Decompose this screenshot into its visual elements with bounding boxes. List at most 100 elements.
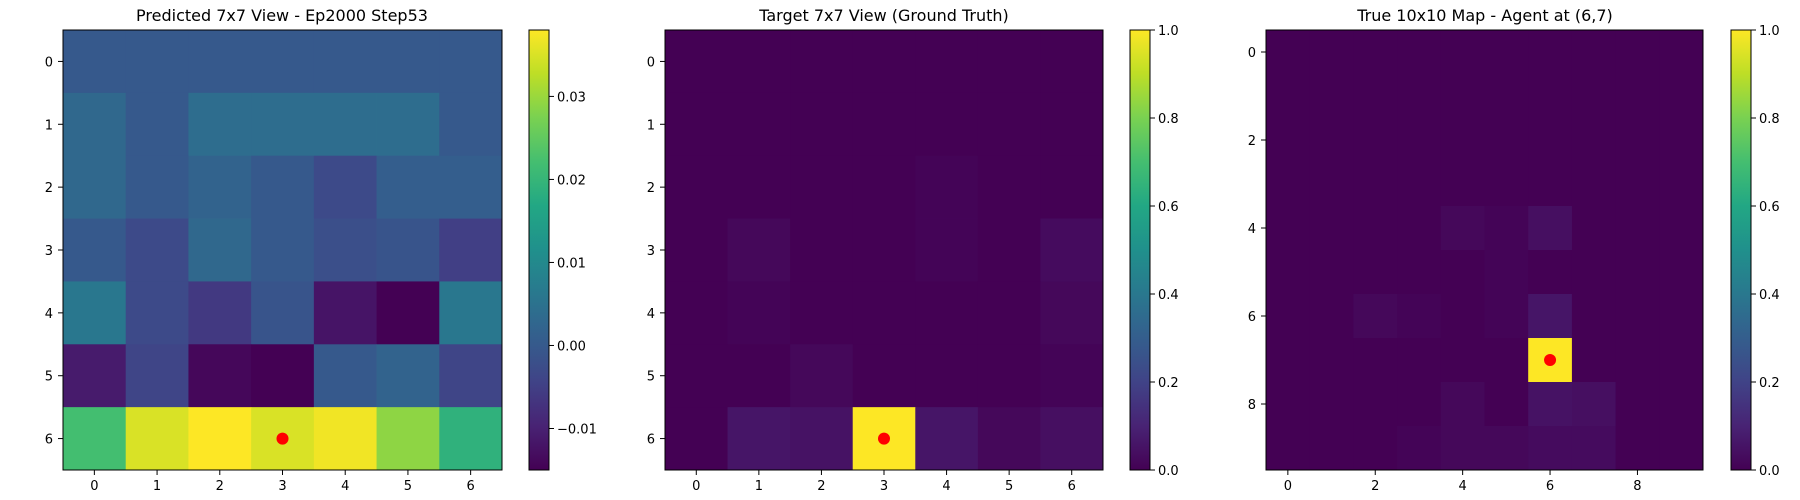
colorbar-tick-label: 0.6: [1759, 200, 1780, 215]
heatmap-cell: [915, 281, 979, 345]
heatmap-cell: [1309, 162, 1354, 207]
heatmap-cell: [1309, 118, 1354, 163]
heatmap-cell: [1659, 74, 1704, 119]
heatmap-cell: [1659, 338, 1704, 383]
heatmap-cell: [125, 92, 189, 157]
heatmap-cell: [63, 30, 127, 94]
heatmap-cell: [1571, 206, 1616, 251]
heatmap-cell: [790, 30, 854, 94]
y-tick-label: 2: [1248, 134, 1256, 149]
heatmap-cell: [1266, 30, 1311, 75]
colorbar: [1730, 29, 1752, 471]
heatmap-cell: [665, 281, 728, 345]
heatmap-cell: [188, 407, 252, 471]
heatmap-cell: [376, 407, 440, 471]
heatmap-cell: [1440, 30, 1485, 75]
heatmap-cell: [1615, 30, 1660, 75]
heatmap-cell: [1397, 294, 1442, 339]
x-tick-label: 3: [880, 479, 888, 494]
heatmap-cell: [665, 92, 728, 157]
y-tick-label: 5: [45, 370, 53, 385]
heatmap-cell: [376, 30, 440, 94]
heatmap-cell: [1440, 206, 1485, 251]
y-tick-label: 4: [647, 307, 655, 322]
heatmap-cells: [665, 30, 1104, 471]
heatmap-cell: [790, 344, 854, 408]
y-tick-label: 1: [647, 118, 655, 133]
heatmap-cell: [376, 344, 440, 408]
y-tick-label: 4: [45, 307, 53, 322]
chart-title: Predicted 7x7 View - Ep2000 Step53: [136, 6, 428, 25]
heatmap-cell: [1659, 250, 1704, 295]
heatmap-cell: [1266, 250, 1311, 295]
colorbar: [1129, 29, 1151, 471]
agent-marker: [878, 432, 890, 445]
heatmap-cell: [1440, 426, 1485, 471]
heatmap-cell: [313, 30, 377, 94]
heatmap-cell: [251, 344, 315, 408]
heatmap-cell: [977, 344, 1041, 408]
heatmap-cell: [1397, 162, 1442, 207]
heatmap-cell: [790, 155, 854, 219]
heatmap-cell: [727, 30, 791, 94]
heatmap-cell: [727, 155, 791, 219]
heatmap-cell: [251, 218, 315, 282]
y-tick-label: 3: [45, 244, 53, 259]
heatmap-cell: [1397, 382, 1442, 427]
heatmap-cell: [852, 218, 916, 282]
chart-title: Target 7x7 View (Ground Truth): [758, 6, 1009, 25]
heatmap-cell: [727, 407, 791, 471]
x-tick-label: 1: [153, 479, 161, 494]
heatmap-cell: [1397, 30, 1442, 75]
heatmap-cell: [1615, 162, 1660, 207]
heatmap-cell: [1571, 382, 1616, 427]
heatmap-cell: [1040, 281, 1104, 345]
heatmap-cell: [1040, 30, 1104, 94]
heatmap-cell: [1397, 206, 1442, 251]
x-tick-label: 8: [1633, 479, 1641, 494]
heatmap-cell: [1040, 218, 1104, 282]
heatmap-cell: [125, 218, 189, 282]
y-tick-label: 2: [647, 181, 655, 196]
heatmap-cell: [1484, 250, 1529, 295]
heatmap-cell: [1659, 426, 1704, 471]
heatmap-cell: [915, 218, 979, 282]
heatmap-cell: [1353, 206, 1398, 251]
colorbar-tick-label: −0.01: [557, 422, 597, 437]
colorbar-tick-label: 0.00: [557, 339, 586, 354]
heatmap-cell: [1397, 118, 1442, 163]
heatmap-cell: [1397, 74, 1442, 119]
heatmap-cell: [915, 155, 979, 219]
heatmap-cell: [376, 281, 440, 345]
heatmap-cell: [1397, 426, 1442, 471]
heatmap-cell: [1309, 250, 1354, 295]
heatmap-cell: [1528, 74, 1573, 119]
heatmap-cell: [125, 344, 189, 408]
x-tick-label: 0: [692, 479, 700, 494]
heatmap-cell: [852, 344, 916, 408]
heatmap-cell: [1571, 74, 1616, 119]
heatmap-cell: [1353, 250, 1398, 295]
colorbar-tick-label: 0.8: [1158, 112, 1179, 127]
heatmap-cell: [251, 281, 315, 345]
heatmap-cell: [1353, 338, 1398, 383]
heatmap-cell: [63, 407, 127, 471]
y-tick-label: 2: [45, 181, 53, 196]
plot-frame: [1265, 29, 1704, 471]
heatmap-cell: [251, 155, 315, 219]
y-tick-label: 1: [45, 118, 53, 133]
heatmap-cell: [1615, 338, 1660, 383]
heatmap-cell: [1040, 407, 1104, 471]
heatmap-cell: [439, 155, 503, 219]
y-tick-label: 0: [1248, 46, 1256, 61]
heatmap-cell: [313, 218, 377, 282]
heatmap-cell: [188, 218, 252, 282]
heatmap-cell: [188, 344, 252, 408]
x-tick-label: 6: [467, 479, 475, 494]
heatmap-cell: [63, 92, 127, 157]
heatmap-cell: [313, 281, 377, 345]
x-tick-label: 1: [755, 479, 763, 494]
x-tick-label: 2: [1371, 479, 1379, 494]
colorbar-tick-label: 0.8: [1759, 112, 1780, 127]
heatmap-cell: [188, 281, 252, 345]
